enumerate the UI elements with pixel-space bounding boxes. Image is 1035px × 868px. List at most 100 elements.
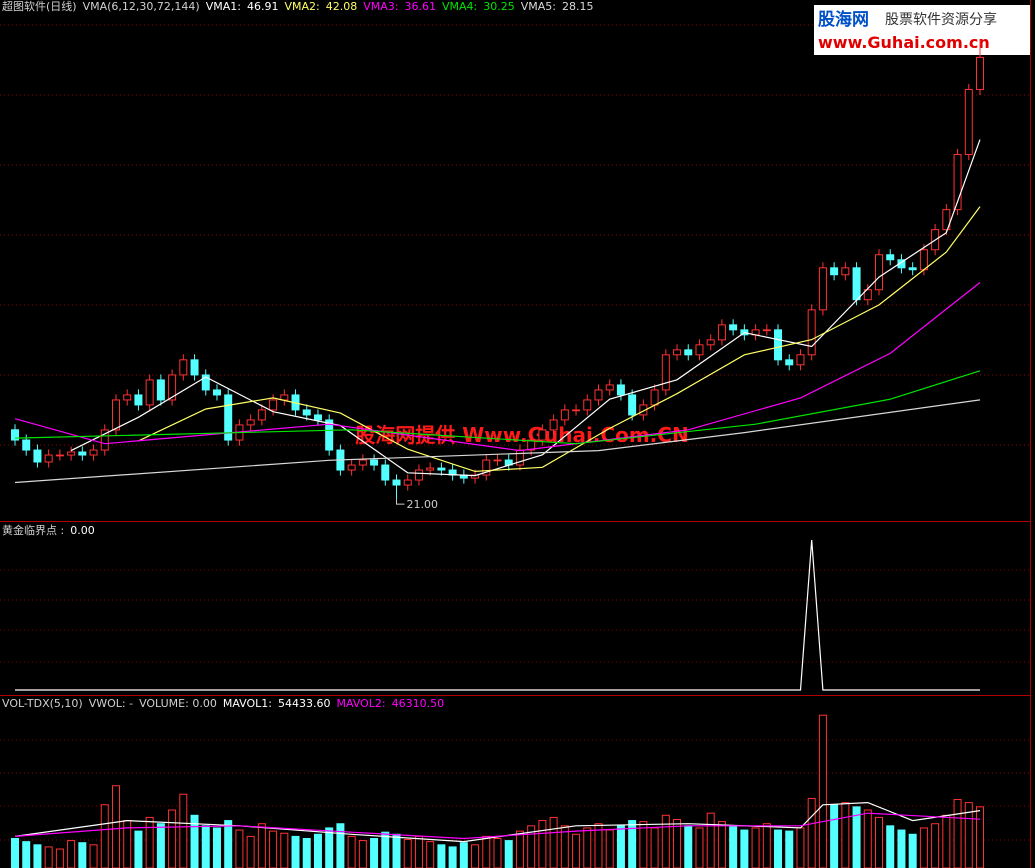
candle-body — [976, 56, 984, 90]
chart-title: 黄金临界点 : — [2, 524, 65, 537]
candle-body — [313, 414, 322, 421]
logo-box — [814, 5, 1030, 55]
candle-body — [549, 419, 558, 431]
volume-bar — [796, 827, 805, 868]
legend-value: 28.15 — [561, 0, 594, 13]
candle-body — [22, 439, 31, 451]
volume-bar — [403, 839, 412, 868]
candle-body — [762, 329, 771, 332]
volume-bar — [807, 797, 816, 868]
legend-value: 30.25 — [483, 0, 515, 13]
series-line — [14, 801, 981, 843]
chart-title: 超图软件(日线) — [2, 0, 77, 13]
candle-body — [538, 429, 547, 441]
price-header: 超图软件(日线) VMA(6,12,30,72,144) VMA1: 46.91 VMA… — [2, 0, 599, 13]
volume-bar — [100, 804, 109, 868]
volume-bar — [695, 827, 704, 868]
volume-bar — [280, 832, 289, 868]
candle-body — [168, 374, 177, 401]
legend-name: VMA3: — [363, 0, 399, 13]
volume-bar — [471, 844, 480, 868]
candle-body — [886, 254, 895, 261]
candle-body — [414, 469, 423, 481]
indicator-header: 黄金临界点 : 0.00 — [2, 524, 101, 537]
volume-bar — [392, 833, 401, 868]
candle-body — [964, 88, 973, 156]
candle-body — [201, 374, 210, 391]
candle-body — [605, 384, 614, 391]
candle-body — [426, 467, 435, 471]
legend-value: 46.91 — [246, 0, 279, 13]
volume-bar — [650, 827, 659, 868]
series-line — [14, 399, 981, 484]
volume-bar — [89, 844, 98, 868]
volume-bar — [841, 802, 850, 868]
candle-body — [246, 419, 255, 426]
series-line — [14, 370, 981, 445]
candle-body — [302, 409, 311, 416]
volume-bar — [78, 842, 87, 868]
candle-body — [33, 449, 42, 463]
annotation-pointer — [396, 499, 405, 505]
volume-bar — [358, 840, 367, 868]
volume-bar — [572, 833, 581, 868]
candle-body — [89, 449, 98, 456]
volume-bar — [594, 823, 603, 868]
candle-body — [134, 394, 143, 406]
volume-bar — [44, 846, 53, 868]
candle-body — [953, 154, 962, 211]
series-line — [14, 812, 981, 840]
volume-bar — [414, 835, 423, 868]
candle-body — [572, 409, 581, 412]
chart-subtitle: VMA(6,12,30,72,144) — [82, 0, 200, 13]
candle-body — [639, 404, 648, 416]
volume-bar — [897, 829, 906, 868]
legend-value: 54433.60 — [277, 697, 331, 710]
volume-bar — [583, 827, 592, 868]
candle-body — [908, 267, 917, 271]
volume-bar — [774, 829, 783, 868]
legend-name: MAVOL2: — [336, 697, 386, 710]
legend-name: VMA1: — [205, 0, 241, 13]
candle-body — [280, 394, 289, 401]
candle-body — [403, 479, 412, 486]
legend-name: VMA5: — [520, 0, 556, 13]
legend-text: VWOL: - — [88, 697, 134, 710]
candle-body — [650, 389, 659, 406]
legend-value: 36.61 — [404, 0, 436, 13]
volume-bar — [269, 830, 278, 868]
volume-bar — [325, 827, 334, 868]
series-line — [138, 206, 981, 473]
volume-header: VOL-TDX(5,10) VWOL: - VOLUME: 0.00 MAVOL1: 5… — [2, 697, 450, 710]
volume-bar — [785, 830, 794, 868]
volume-bar — [347, 835, 356, 868]
candle-body — [695, 344, 704, 356]
candle-body — [942, 209, 951, 231]
candle-body — [100, 429, 109, 451]
candle-body — [729, 324, 738, 331]
volume-bar — [145, 816, 154, 868]
candle-body — [628, 394, 637, 416]
volume-bar — [134, 830, 143, 868]
candle-body — [583, 399, 592, 411]
volume-bar — [381, 831, 390, 868]
legend-name: VMA4: — [441, 0, 478, 13]
candle-body — [717, 324, 726, 341]
logo-name: 股海网 — [818, 9, 869, 30]
volume-bar — [942, 814, 951, 868]
volume-bar — [459, 842, 468, 868]
candle-body — [358, 459, 367, 466]
volume-bar — [336, 823, 345, 868]
volume-bar — [639, 821, 648, 868]
candle-body — [527, 439, 536, 451]
volume-bar — [504, 840, 513, 868]
series-line — [70, 139, 981, 477]
volume-bar — [953, 798, 962, 868]
candle-body — [774, 329, 783, 361]
candle-body — [325, 419, 334, 451]
volume-bar — [886, 825, 895, 868]
candle-body — [123, 394, 132, 401]
volume-bar — [762, 823, 771, 868]
volume-bar — [515, 830, 524, 868]
